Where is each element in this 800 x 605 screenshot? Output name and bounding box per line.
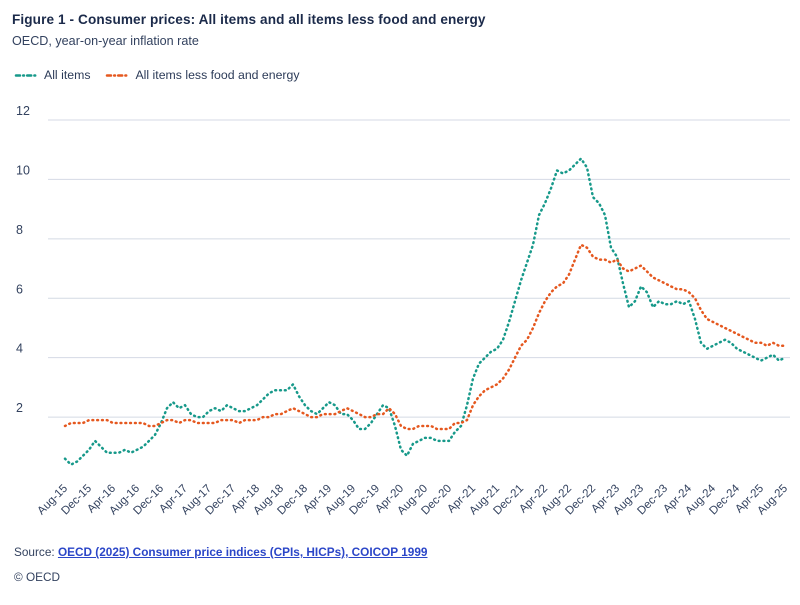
legend-label-all-items: All items	[44, 68, 91, 82]
copyright-notice: © OECD	[14, 570, 61, 584]
y-tick-label-4: 4	[16, 342, 23, 356]
core-legend-marker-icon	[106, 73, 129, 77]
y-tick-label-6: 6	[16, 282, 23, 296]
legend-label-core: All items less food and energy	[135, 68, 300, 82]
y-tick-label-10: 10	[16, 163, 30, 177]
series-line-all-items	[63, 157, 787, 466]
source-link[interactable]: OECD (2025) Consumer price indices (CPIs…	[57, 545, 428, 559]
y-tick-label-2: 2	[16, 401, 23, 415]
source-line: Source: OECD (2025) Consumer price indic…	[14, 545, 427, 559]
series-line-all-items-less-food-and-energy	[63, 243, 787, 431]
source-prefix: Source:	[14, 545, 58, 559]
legend-item-all-items[interactable]: All items	[14, 68, 90, 82]
legend-item-core[interactable]: All items less food and energy	[105, 68, 300, 82]
page-subtitle: OECD, year-on-year inflation rate	[12, 34, 199, 48]
y-tick-label-8: 8	[16, 223, 23, 237]
page-title: Figure 1 - Consumer prices: All items an…	[12, 12, 486, 27]
chart-legend: All items All items less food and energy	[14, 68, 300, 82]
y-tick-label-12: 12	[16, 104, 30, 118]
all-items-legend-marker-icon	[14, 73, 38, 77]
